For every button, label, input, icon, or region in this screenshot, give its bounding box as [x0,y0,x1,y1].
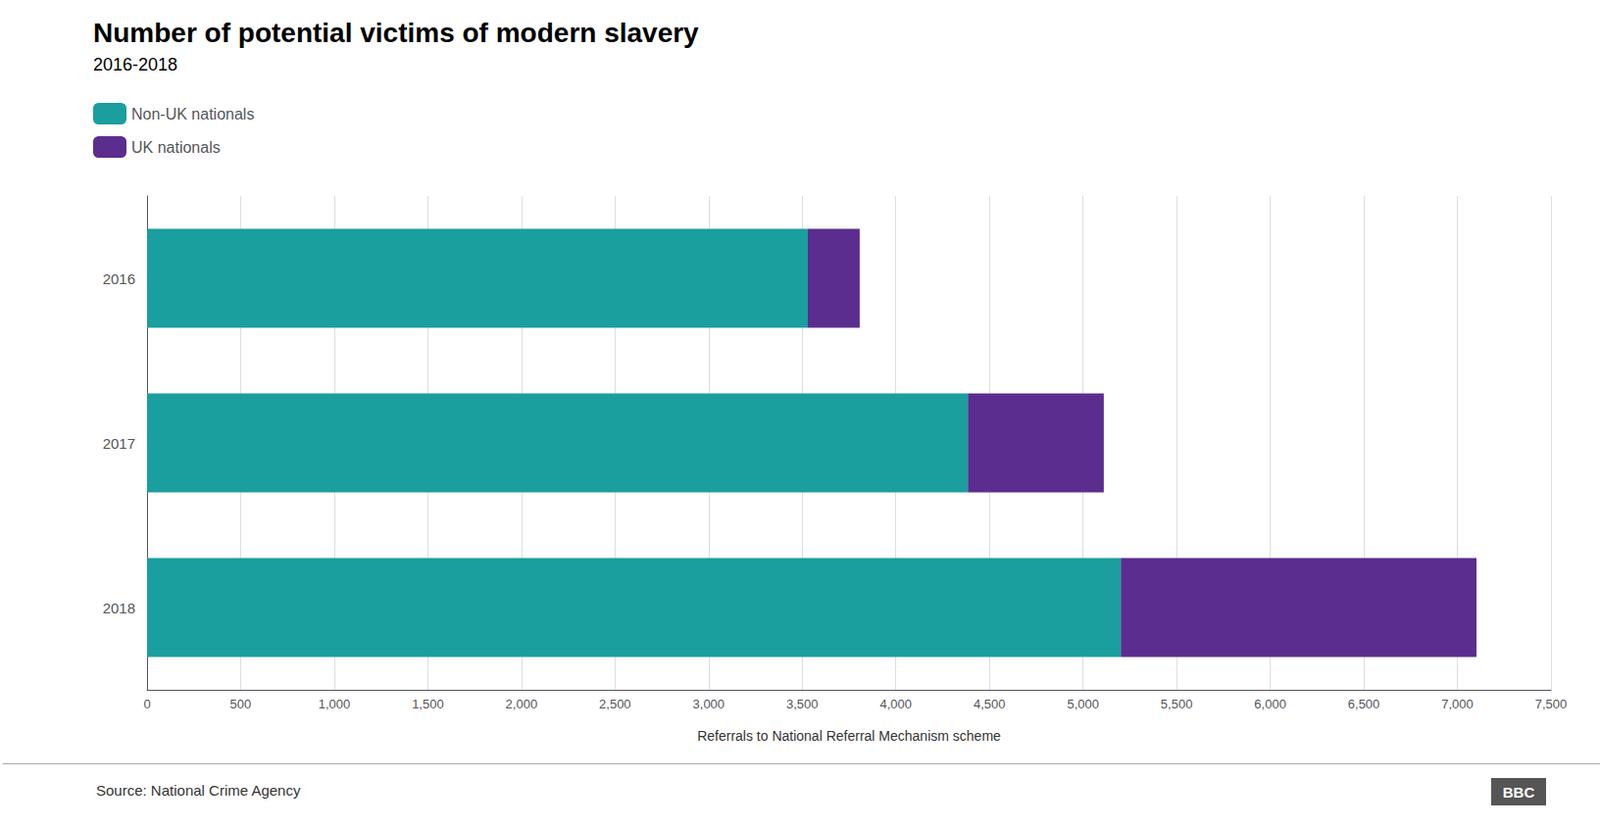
svg-text:0: 0 [143,697,150,712]
svg-text:2,000: 2,000 [505,697,539,712]
svg-text:2016: 2016 [102,270,136,288]
svg-text:4,000: 4,000 [879,697,912,712]
svg-text:Non-UK nationals: Non-UK nationals [131,105,254,123]
svg-text:BBC: BBC [1502,784,1536,801]
svg-text:3,000: 3,000 [693,697,726,712]
svg-text:4,500: 4,500 [973,697,1006,712]
svg-text:UK nationals: UK nationals [131,139,221,156]
svg-text:6,000: 6,000 [1253,697,1287,712]
svg-text:6,500: 6,500 [1348,697,1381,712]
svg-text:500: 500 [230,697,252,712]
svg-text:1,000: 1,000 [318,697,351,712]
svg-text:2,500: 2,500 [599,697,632,712]
svg-text:2018: 2018 [102,600,136,617]
svg-text:5,500: 5,500 [1160,697,1194,712]
svg-text:Source: National Crime Agency: Source: National Crime Agency [96,782,301,800]
svg-text:3,500: 3,500 [786,697,819,712]
svg-text:2017: 2017 [102,435,136,452]
svg-text:1,500: 1,500 [411,697,445,712]
svg-text:2016-2018: 2016-2018 [93,54,178,75]
svg-text:7,000: 7,000 [1441,697,1474,712]
svg-text:7,500: 7,500 [1535,697,1568,712]
svg-text:5,000: 5,000 [1066,697,1100,712]
svg-text:Referrals to National Referral: Referrals to National Referral Mechanism… [697,728,1001,745]
svg-text:Number of potential victims of: Number of potential victims of modern sl… [93,17,700,49]
